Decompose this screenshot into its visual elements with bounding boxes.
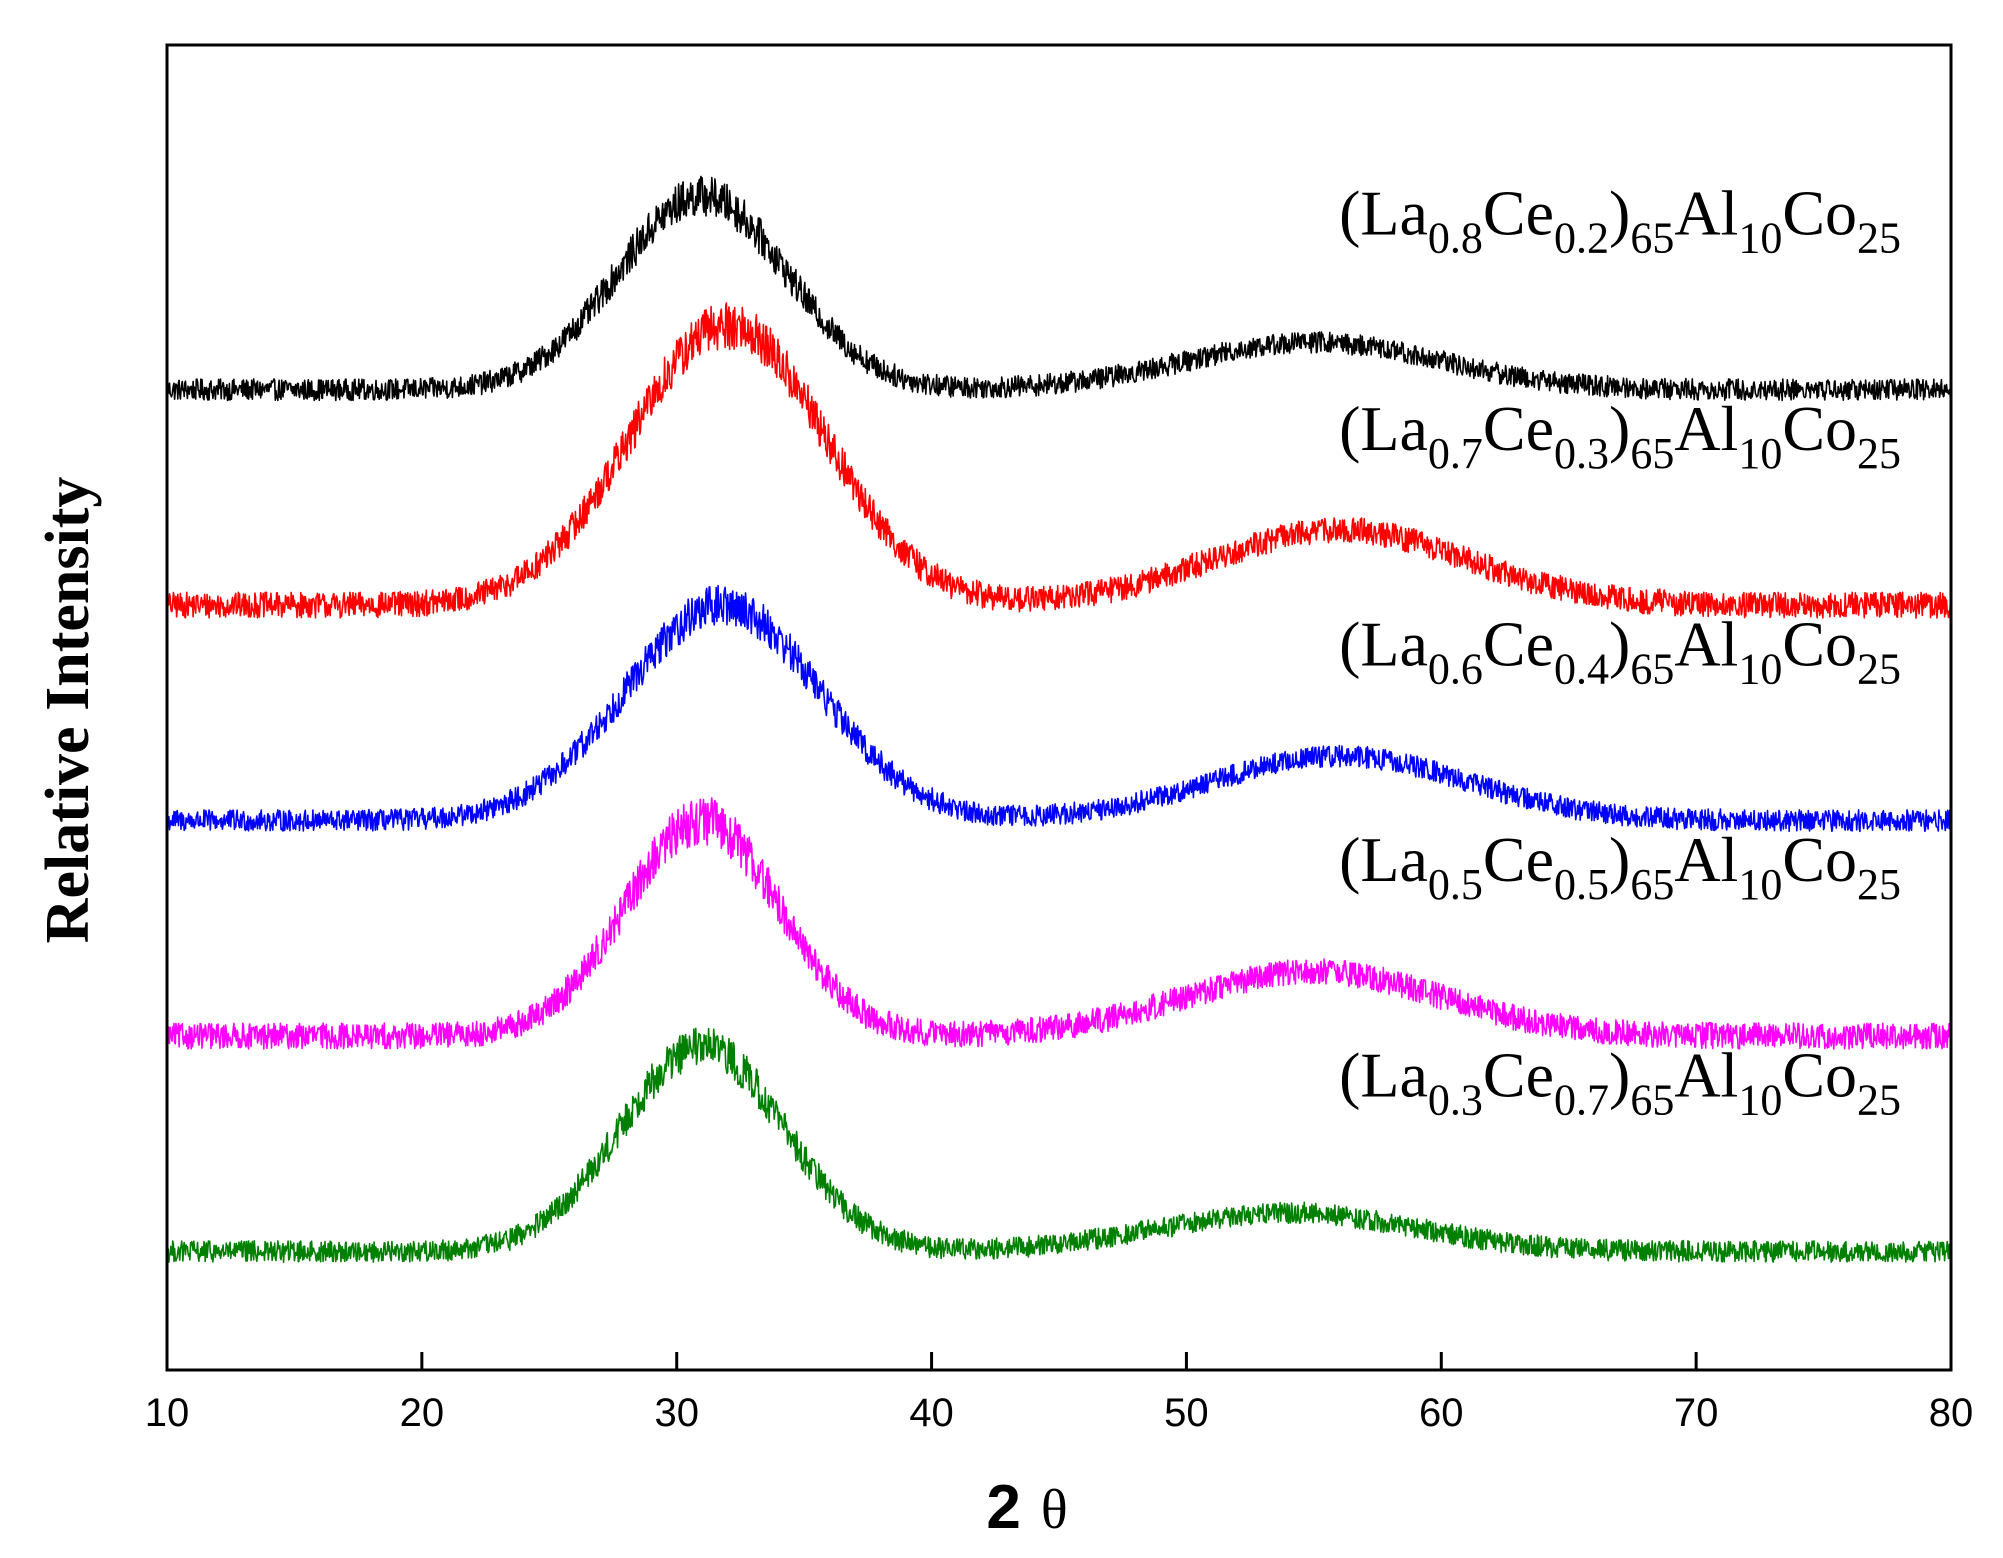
series-label-subscript: 65 bbox=[1630, 1075, 1674, 1124]
series-label-text: Ce bbox=[1483, 824, 1554, 895]
x-tick-label: 20 bbox=[400, 1391, 445, 1435]
series-label-subscript: 65 bbox=[1630, 214, 1674, 263]
x-tick-label: 40 bbox=[909, 1391, 954, 1435]
series-label-subscript: 0.7 bbox=[1428, 429, 1483, 478]
series-line-la08 bbox=[166, 175, 1952, 402]
series-label-la07: (La0.7Ce0.3)65Al10Co25 bbox=[1339, 393, 1901, 478]
series-label-text: Ce bbox=[1483, 393, 1554, 464]
series-label-subscript: 0.5 bbox=[1554, 860, 1609, 909]
series-label-subscript: 0.3 bbox=[1554, 429, 1609, 478]
series-label-text: Al bbox=[1674, 824, 1738, 895]
series-label-subscript: 10 bbox=[1738, 1075, 1782, 1124]
series-label-subscript: 65 bbox=[1630, 429, 1674, 478]
series-label-subscript: 25 bbox=[1857, 644, 1901, 693]
series-label-subscript: 0.2 bbox=[1554, 214, 1609, 263]
series-label-text: (La bbox=[1339, 393, 1428, 464]
x-axis-label-main: 2 bbox=[986, 1473, 1020, 1542]
series-label-subscript: 0.6 bbox=[1428, 644, 1483, 693]
series-label-text: Al bbox=[1674, 1039, 1738, 1110]
series-label-subscript: 25 bbox=[1857, 429, 1901, 478]
series-label-text: Co bbox=[1782, 608, 1857, 679]
series-label-text: Ce bbox=[1483, 178, 1554, 249]
series-label-la05: (La0.5Ce0.5)65Al10Co25 bbox=[1339, 824, 1901, 909]
series-label-text: (La bbox=[1339, 1039, 1428, 1110]
series-label-subscript: 0.5 bbox=[1428, 860, 1483, 909]
series-label-text: Al bbox=[1674, 608, 1738, 679]
series-label-text: ) bbox=[1609, 824, 1630, 895]
y-axis-label: Relative Intensity bbox=[34, 477, 102, 944]
series-label-text: Co bbox=[1782, 1039, 1857, 1110]
series-label-subscript: 10 bbox=[1738, 644, 1782, 693]
series-label-subscript: 0.4 bbox=[1554, 644, 1609, 693]
series-label-la08: (La0.8Ce0.2)65Al10Co25 bbox=[1339, 178, 1901, 263]
x-tick-label: 50 bbox=[1164, 1391, 1209, 1435]
series-label-subscript: 65 bbox=[1630, 644, 1674, 693]
series-label-text: Ce bbox=[1483, 1039, 1554, 1110]
series-label-la06: (La0.6Ce0.4)65Al10Co25 bbox=[1339, 608, 1901, 693]
series-label-text: (La bbox=[1339, 824, 1428, 895]
series-label-text: Al bbox=[1674, 178, 1738, 249]
x-tick-label: 60 bbox=[1419, 1391, 1464, 1435]
series-label-subscript: 10 bbox=[1738, 860, 1782, 909]
series-label-subscript: 0.8 bbox=[1428, 214, 1483, 263]
series-label-subscript: 25 bbox=[1857, 860, 1901, 909]
series-label-text: ) bbox=[1609, 608, 1630, 679]
series-label-subscript: 25 bbox=[1857, 1075, 1901, 1124]
series-labels: (La0.8Ce0.2)65Al10Co25(La0.7Ce0.3)65Al10… bbox=[1339, 178, 1901, 1125]
series-label-text: (La bbox=[1339, 178, 1428, 249]
series-label-text: Al bbox=[1674, 393, 1738, 464]
plot-frame bbox=[165, 43, 1953, 1372]
x-tick-label: 30 bbox=[654, 1391, 699, 1435]
series-line-la05 bbox=[166, 797, 1952, 1050]
series-label-la03: (La0.3Ce0.7)65Al10Co25 bbox=[1339, 1039, 1901, 1124]
series-label-text: Co bbox=[1782, 393, 1857, 464]
series-label-subscript: 10 bbox=[1738, 429, 1782, 478]
series-label-subscript: 0.7 bbox=[1554, 1075, 1609, 1124]
x-tick-label: 70 bbox=[1674, 1391, 1719, 1435]
series-label-text: Ce bbox=[1483, 608, 1554, 679]
series-line-la07 bbox=[166, 302, 1952, 619]
x-axis-label-symbol: θ bbox=[1041, 1479, 1068, 1541]
series-label-text: ) bbox=[1609, 393, 1630, 464]
series-label-text: Co bbox=[1782, 178, 1857, 249]
curves-layer bbox=[166, 175, 1952, 1263]
series-label-text: Co bbox=[1782, 824, 1857, 895]
series-label-subscript: 10 bbox=[1738, 214, 1782, 263]
series-label-text: ) bbox=[1609, 178, 1630, 249]
series-label-subscript: 0.3 bbox=[1428, 1075, 1483, 1124]
series-label-text: (La bbox=[1339, 608, 1428, 679]
series-line-la06 bbox=[166, 584, 1952, 833]
x-tick-label: 80 bbox=[1929, 1391, 1974, 1435]
series-label-text: ) bbox=[1609, 1039, 1630, 1110]
x-tick-label: 10 bbox=[145, 1391, 190, 1435]
x-axis-ticks: 10 20 30 40 50 60 70 80 bbox=[145, 1352, 1974, 1435]
series-line-la03 bbox=[166, 1027, 1952, 1263]
series-label-subscript: 25 bbox=[1857, 214, 1901, 263]
series-label-subscript: 65 bbox=[1630, 860, 1674, 909]
